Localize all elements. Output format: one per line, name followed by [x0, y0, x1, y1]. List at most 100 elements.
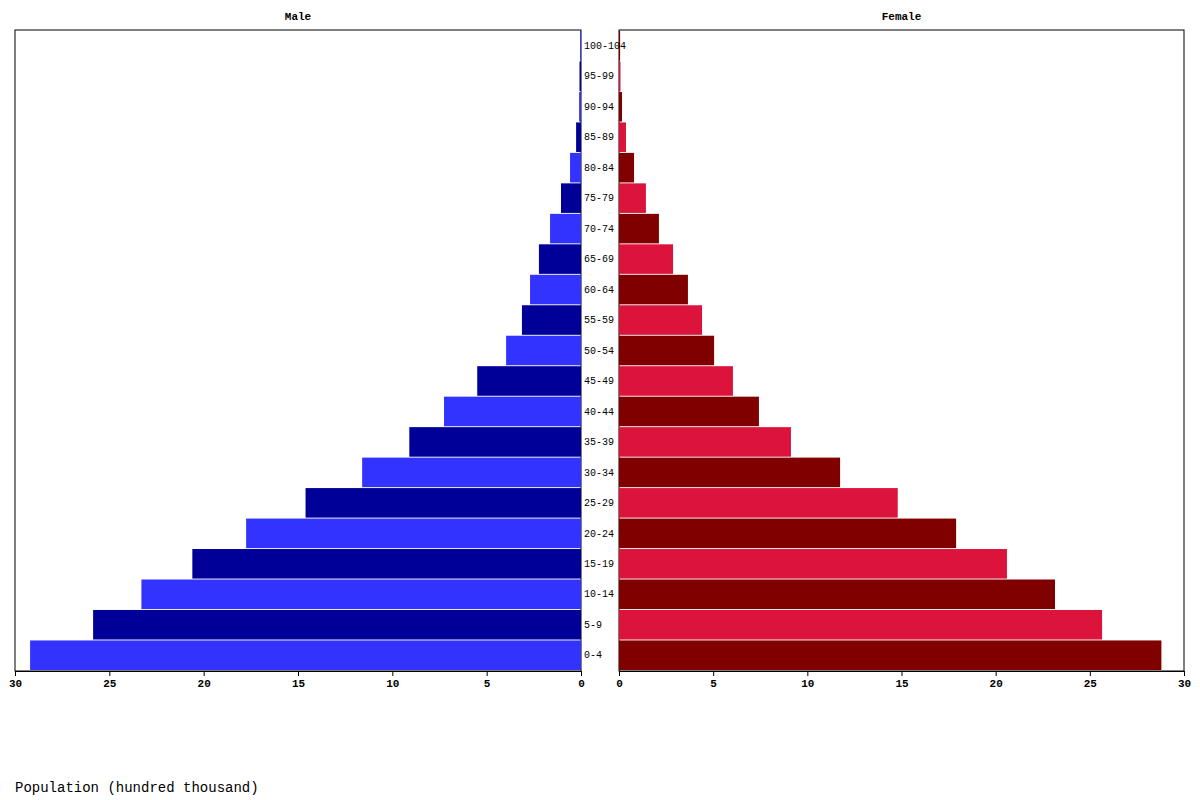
tick-label: 5	[484, 678, 491, 690]
bar	[570, 153, 581, 183]
bars	[619, 31, 1161, 670]
bar	[550, 214, 581, 244]
tick-mark	[713, 671, 714, 676]
category-label: 5-9	[584, 620, 602, 631]
plot-frame	[619, 30, 1184, 671]
tick-mark	[109, 671, 110, 676]
bar	[619, 458, 840, 488]
x-axis: 0 5 10 15 20 25 30	[9, 671, 585, 690]
tick: 15	[292, 671, 306, 690]
axis-line	[16, 672, 582, 677]
bar	[477, 366, 581, 396]
bar	[141, 579, 581, 609]
bar	[619, 305, 702, 335]
panel-title: Female	[882, 11, 922, 23]
tick: 15	[895, 671, 909, 690]
bar	[619, 275, 688, 305]
tick-mark	[487, 671, 488, 676]
tick: 30	[1178, 671, 1191, 690]
bar	[576, 122, 581, 152]
category-label: 30-34	[584, 468, 614, 479]
tick-mark	[619, 671, 620, 676]
category-label: 65-69	[584, 254, 614, 265]
category-tick: 20-24	[584, 529, 614, 540]
bar	[619, 640, 1161, 670]
bar	[561, 183, 581, 213]
tick: 10	[386, 671, 399, 690]
tick-label: 30	[1178, 678, 1191, 690]
category-tick: 65-69	[584, 254, 614, 265]
tick-mark	[392, 671, 393, 676]
bar	[619, 183, 646, 213]
bar	[619, 336, 714, 366]
tick-label: 20	[990, 678, 1003, 690]
tick: 5	[710, 671, 717, 690]
bar	[619, 153, 634, 183]
bar	[93, 610, 581, 640]
category-tick: 40-44	[584, 407, 614, 418]
bar	[306, 488, 581, 518]
category-tick: 80-84	[584, 163, 614, 174]
tick: 25	[1084, 671, 1098, 690]
category-tick: 5-9	[584, 620, 602, 631]
x-axis: 051015202530	[616, 671, 1191, 690]
category-label: 85-89	[584, 132, 614, 143]
bar	[246, 519, 581, 549]
category-label: 10-14	[584, 589, 614, 600]
bar	[619, 92, 622, 122]
tick: 5	[484, 671, 491, 690]
bar	[579, 92, 581, 122]
category-tick: 100-104	[584, 41, 626, 52]
bars	[30, 31, 581, 670]
bar	[506, 336, 581, 366]
category-axis: 0-4 5-9 10-14 15-19 20-24 25-29 30-34 35-39 40-4…	[584, 41, 626, 661]
category-tick: 0-4	[584, 650, 602, 661]
category-tick: 25-29	[584, 498, 614, 509]
tick-label: 15	[292, 678, 306, 690]
tick-label: 10	[386, 678, 399, 690]
bar	[619, 214, 659, 244]
category-tick: 45-49	[584, 376, 614, 387]
category-label: 40-44	[584, 407, 614, 418]
bar	[619, 610, 1102, 640]
tick-mark	[581, 671, 582, 676]
category-label: 45-49	[584, 376, 614, 387]
bar	[539, 244, 581, 274]
bar	[579, 61, 581, 91]
tick: 30	[9, 671, 22, 690]
tick: 20	[990, 671, 1003, 690]
category-label: 15-19	[584, 559, 614, 570]
bar	[619, 549, 1007, 579]
category-label: 35-39	[584, 437, 614, 448]
category-tick: 50-54	[584, 346, 614, 357]
category-label: 50-54	[584, 346, 614, 357]
category-tick: 85-89	[584, 132, 614, 143]
bar	[409, 427, 581, 457]
bar	[619, 122, 626, 152]
category-label: 20-24	[584, 529, 614, 540]
tick-label: 25	[103, 678, 117, 690]
bar	[444, 397, 581, 427]
tick-label: 25	[1084, 678, 1098, 690]
tick-label: 0	[616, 678, 623, 690]
tick: 20	[198, 671, 211, 690]
category-tick: 60-64	[584, 285, 614, 296]
category-label: 95-99	[584, 71, 614, 82]
bar	[619, 397, 759, 427]
category-tick: 90-94	[584, 102, 614, 113]
bar	[619, 488, 898, 518]
bar	[362, 458, 581, 488]
tick: 0	[578, 671, 585, 690]
tick: 0	[616, 671, 623, 690]
tick-label: 30	[9, 678, 22, 690]
tick-mark	[204, 671, 205, 676]
tick-mark	[996, 671, 997, 676]
bar	[192, 549, 581, 579]
bar	[522, 305, 581, 335]
tick-mark	[807, 671, 808, 676]
category-tick: 75-79	[584, 193, 614, 204]
category-label: 70-74	[584, 224, 614, 235]
tick-mark	[15, 671, 16, 676]
tick-label: 0	[578, 678, 585, 690]
tick-mark	[1090, 671, 1091, 676]
